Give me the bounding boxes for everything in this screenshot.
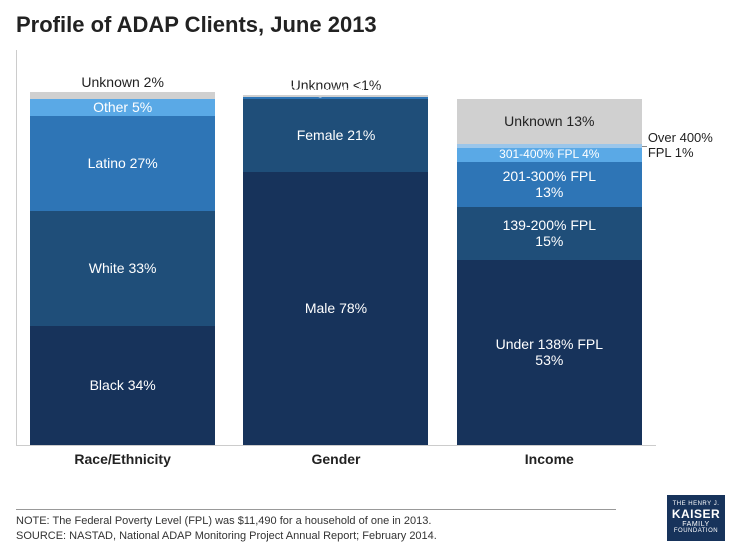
leader-line	[642, 146, 647, 147]
bar-segment: Latino 27%	[30, 116, 215, 211]
chart-area: Unknown 2% Black 34% White 33% Latino 27% Ot…	[16, 50, 656, 470]
bar-segment: Other 5%	[30, 99, 215, 117]
segment-label: 201-300% FPL 13%	[503, 168, 596, 200]
bar-segment: Under 138% FPL 53%	[457, 260, 642, 446]
segment-label: Latino 27%	[88, 155, 158, 171]
stacked-bar: Under 138% FPL 53% 139-200% FPL 15% 201-30…	[457, 99, 642, 446]
bar-segment: Male 78%	[243, 172, 428, 445]
chart-title: Profile of ADAP Clients, June 2013	[0, 0, 735, 38]
external-label: Over 400% FPL 1%	[648, 131, 718, 161]
bar-segment: 139-200% FPL 15%	[457, 207, 642, 260]
bar-segment: Over 400% FPL 1%	[457, 144, 642, 148]
segment-label: 301-400% FPL 4%	[499, 148, 599, 162]
segment-label: Male 78%	[305, 300, 367, 316]
logo-line4: FOUNDATION	[674, 528, 718, 535]
bar-segment: 201-300% FPL 13%	[457, 162, 642, 208]
segment-label: Unknown 13%	[504, 113, 594, 129]
stacked-bar: Male 78% Female 21% Transgender 0.5%	[243, 95, 428, 445]
x-axis-label: Gender	[238, 448, 433, 470]
bar-segment: Female 21%	[243, 99, 428, 173]
bar-group: Unknown <1%Male 78%Female 21%Transgender…	[238, 77, 433, 445]
bar-segment	[30, 92, 215, 99]
bars-container: Unknown 2% Black 34% White 33% Latino 27% Ot…	[16, 50, 656, 446]
bar-segment: White 33%	[30, 211, 215, 327]
bar-segment: Black 34%	[30, 326, 215, 445]
x-axis: Race/Ethnicity Gender Income	[16, 448, 656, 470]
bar-segment: 301-400% FPL 4%	[457, 148, 642, 162]
logo-line2: KAISER	[672, 508, 720, 521]
segment-label: Under 138% FPL 53%	[496, 336, 603, 368]
segment-label: 139-200% FPL 15%	[503, 217, 596, 249]
segment-label: Female 21%	[297, 127, 376, 143]
x-axis-label: Race/Ethnicity	[25, 448, 220, 470]
bar-group: Unknown 2% Black 34% White 33% Latino 27% Ot…	[25, 74, 220, 446]
footer-notes: NOTE: The Federal Poverty Level (FPL) wa…	[16, 509, 616, 543]
segment-label: Black 34%	[90, 377, 156, 393]
bar-segment: Unknown 13%	[457, 99, 642, 145]
bar-segment: Transgender 0.5%	[243, 97, 428, 99]
bar-group: Under 138% FPL 53% 139-200% FPL 15% 201-30…	[452, 99, 647, 446]
footer-note: NOTE: The Federal Poverty Level (FPL) wa…	[16, 514, 616, 528]
bar-segment	[243, 95, 428, 97]
segment-label: Other 5%	[93, 99, 152, 115]
stacked-bar: Black 34% White 33% Latino 27% Other 5%	[30, 92, 215, 446]
logo-line3: FAMILY	[682, 521, 709, 529]
bar-top-label: Unknown 2%	[81, 74, 164, 92]
segment-label: White 33%	[89, 260, 157, 276]
x-axis-label: Income	[452, 448, 647, 470]
footer-source: SOURCE: NASTAD, National ADAP Monitoring…	[16, 529, 616, 543]
kff-logo: THE HENRY J. KAISER FAMILY FOUNDATION	[667, 495, 725, 541]
